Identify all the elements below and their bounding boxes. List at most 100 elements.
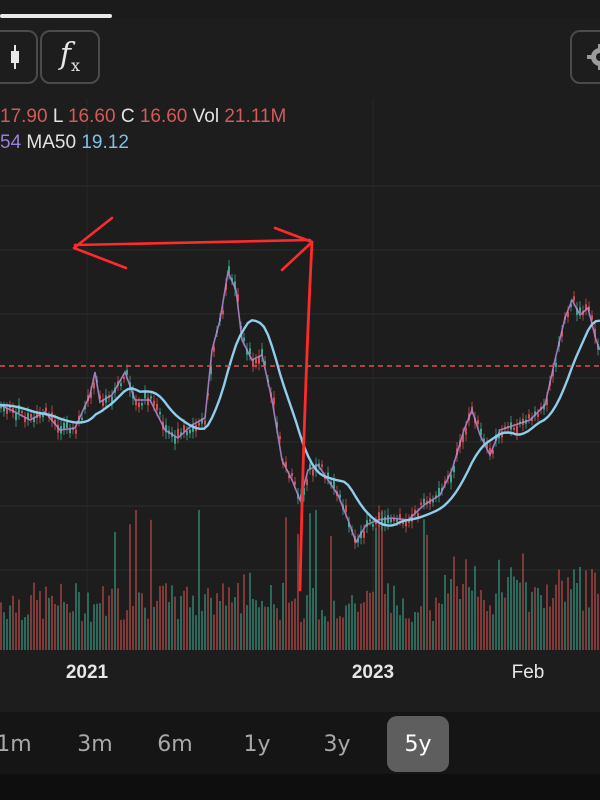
range-button-1y[interactable]: 1y [243,731,271,757]
range-button-3y[interactable]: 3y [323,731,351,757]
annotation-arrow-left-head [72,216,128,270]
volume-bar [228,587,230,650]
volume-bar [522,553,524,650]
volume-bar [432,621,434,650]
range-button-5y[interactable]: 5y [387,716,449,772]
candle-body [420,502,422,505]
price-chart[interactable] [0,98,600,650]
candle-body [330,481,332,485]
candle-body [417,513,419,518]
candle-body [312,469,314,476]
candle-body [69,428,71,434]
candle-body [177,428,179,437]
candle-body [327,472,329,479]
candle-body [411,514,413,522]
candle-body [165,424,167,433]
candle-body [321,464,323,467]
volume-bar [315,510,317,650]
candle-body [3,406,5,412]
chart-type-button[interactable] [0,30,38,84]
candle-body [372,524,374,527]
candle-body [384,516,386,525]
volume-bar [336,618,338,650]
candle-body [45,407,47,412]
candle-body [585,304,587,310]
candle-body [249,348,251,355]
volume-bar [252,599,254,650]
indicators-button[interactable]: fx [40,30,100,84]
candle-body [93,382,95,389]
volume-bar [435,597,437,650]
volume-bar [312,588,314,650]
candle-body [390,519,392,523]
candle-body [381,517,383,525]
volume-bar [339,616,341,650]
volume-bar [474,566,476,650]
candle-body [99,395,101,399]
volume-bar [306,595,308,650]
volume-bar [258,607,260,650]
volume-bar [222,583,224,650]
volume-bar [237,583,239,650]
volume-bar [360,603,362,650]
candle-body [573,296,575,301]
candle-body [294,481,296,485]
candle-body [393,518,395,521]
candle-body [15,412,17,421]
candle-body [357,539,359,543]
range-button-1m[interactable]: 1m [0,731,32,757]
volume-bar [96,603,98,650]
volume-bar [105,615,107,650]
candle-body [264,360,266,366]
candle-body [552,369,554,377]
volume-bar [453,556,455,650]
volume-bar [342,617,344,650]
volume-bar [510,567,512,650]
volume-bar [9,605,11,650]
volume-bar [276,608,278,650]
volume-bar [129,524,131,650]
volume-bar [576,583,578,650]
volume-bar [90,621,92,650]
candle-body [6,408,8,414]
candle-body [156,404,158,411]
volume-bar [345,605,347,650]
volume-bar [444,574,446,650]
volume-bar [429,610,431,650]
volume-bar [219,601,221,650]
candle-body [192,424,194,432]
candle-body [465,427,467,435]
volume-bar [291,601,293,650]
candle-body [363,530,365,538]
volume-bar [330,536,332,650]
volume-bar [552,597,554,650]
candle-body [213,346,215,352]
volume-bar [63,602,65,650]
volume-bar [591,569,593,650]
volume-bar [384,593,386,650]
candle-body [369,519,371,522]
settings-button[interactable] [570,30,600,84]
legend-value-1: L [52,106,63,127]
volume-bar [39,591,41,650]
candle-body [234,281,236,290]
status-strip [0,0,600,18]
range-button-6m[interactable]: 6m [157,731,193,757]
candle-body [144,391,146,399]
volume-bar [147,618,149,650]
volume-bar [72,611,74,650]
candle-body [180,432,182,435]
volume-bar [450,579,452,650]
volume-bar [501,592,503,650]
volume-bar [567,577,569,650]
range-button-3m[interactable]: 3m [77,731,113,757]
chart-canvas[interactable] [0,98,600,650]
candle-body [288,475,290,479]
candle-body [201,418,203,424]
function-icon: fx [59,37,81,75]
candle-body [276,422,278,428]
candle-body [450,474,452,483]
volume-bar [138,592,140,650]
candle-body [438,487,440,496]
x-tick-label: Feb [511,662,545,683]
